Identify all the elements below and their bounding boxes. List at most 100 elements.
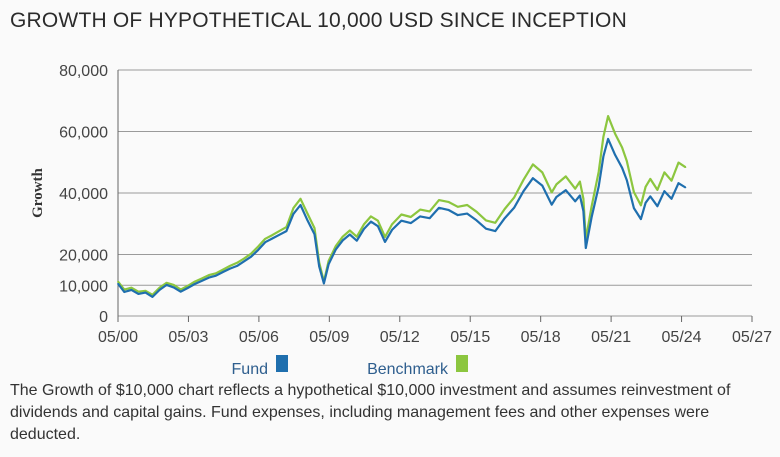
y-tick-label: 40,000	[59, 186, 108, 203]
data-point-fund	[356, 239, 358, 242]
data-point-fund	[264, 241, 267, 243]
data-point-fund	[370, 220, 372, 223]
data-point-fund	[278, 234, 281, 236]
data-point-fund	[208, 276, 210, 279]
data-point-benchmark	[677, 161, 680, 164]
data-point-benchmark	[194, 280, 196, 283]
data-point-fund	[590, 216, 593, 219]
data-point-benchmark	[626, 160, 628, 162]
data-point-fund	[457, 214, 459, 216]
data-point-benchmark	[271, 234, 274, 236]
data-point-benchmark	[602, 135, 605, 138]
data-point-benchmark	[438, 199, 440, 201]
data-point-benchmark	[670, 179, 673, 182]
data-point-benchmark	[363, 223, 365, 226]
data-point-fund	[428, 217, 431, 219]
data-point-fund	[447, 209, 450, 211]
data-point-fund	[466, 212, 469, 215]
data-point-fund	[677, 182, 680, 184]
data-point-benchmark	[475, 211, 478, 213]
data-point-fund	[318, 265, 321, 268]
footnote: The Growth of $10,000 chart reflects a h…	[10, 382, 731, 443]
data-point-fund	[285, 230, 288, 232]
data-point-fund	[626, 179, 628, 181]
data-point-benchmark	[257, 245, 260, 248]
data-point-fund	[663, 190, 666, 192]
y-tick-label: 10,000	[59, 278, 108, 295]
data-point-benchmark	[656, 189, 659, 191]
data-point-fund	[236, 265, 238, 267]
data-point-benchmark	[292, 207, 295, 209]
data-point-benchmark	[513, 196, 515, 199]
y-axis-ticks: 0 10,000 20,000 40,000 60,000 80,000	[59, 63, 108, 326]
data-point-benchmark	[447, 201, 450, 203]
data-point-benchmark	[684, 166, 687, 168]
data-point-fund	[656, 205, 659, 207]
data-point-benchmark	[485, 219, 487, 222]
data-point-fund	[363, 228, 365, 230]
data-point-fund	[271, 237, 274, 240]
data-point-benchmark	[137, 290, 140, 293]
data-point-benchmark	[597, 171, 600, 173]
data-point-fund	[151, 296, 154, 298]
data-point-fund	[165, 284, 168, 286]
data-point-benchmark	[349, 229, 351, 232]
data-point-fund	[410, 222, 412, 224]
data-point-fund	[292, 213, 295, 215]
data-point-fund	[522, 190, 525, 192]
data-point-fund	[243, 260, 245, 263]
data-point-benchmark	[313, 227, 316, 229]
data-point-fund	[186, 287, 189, 289]
data-point-fund	[144, 291, 147, 294]
x-tick-label: 05/00	[98, 329, 138, 346]
data-point-fund	[621, 167, 623, 169]
data-point-fund	[565, 189, 567, 191]
data-point-fund	[323, 282, 325, 285]
data-point-fund	[582, 210, 585, 212]
data-point-benchmark	[341, 235, 344, 238]
data-point-fund	[179, 290, 182, 293]
data-point-benchmark	[208, 274, 210, 276]
x-tick-label: 05/12	[380, 329, 420, 346]
data-point-benchmark	[222, 268, 224, 271]
data-point-benchmark	[356, 235, 358, 238]
y-tick-label: 60,000	[59, 125, 108, 142]
data-point-benchmark	[541, 171, 544, 174]
data-point-benchmark	[215, 272, 217, 275]
data-point-fund	[229, 267, 231, 270]
x-tick-label: 05/09	[309, 329, 349, 346]
series-line-benchmark	[117, 114, 687, 296]
data-point-fund	[541, 184, 544, 187]
data-point-benchmark	[306, 212, 309, 215]
data-point-benchmark	[144, 290, 147, 292]
data-point-benchmark	[640, 204, 642, 207]
data-point-benchmark	[250, 252, 252, 255]
data-point-benchmark	[579, 180, 581, 183]
data-point-fund	[391, 229, 393, 231]
data-point-benchmark	[179, 288, 182, 291]
data-point-benchmark	[158, 286, 161, 289]
data-point-benchmark	[391, 223, 393, 226]
data-point-benchmark	[278, 230, 281, 232]
data-point-fund	[574, 200, 576, 203]
y-tick-label: 80,000	[59, 63, 108, 80]
data-point-fund	[513, 207, 515, 209]
data-point-fund	[475, 219, 478, 222]
data-point-fund	[614, 154, 616, 156]
data-point-fund	[585, 247, 587, 249]
data-point-benchmark	[565, 175, 567, 178]
data-point-fund	[117, 282, 119, 285]
data-point-fund	[377, 225, 379, 227]
data-point-benchmark	[264, 238, 267, 240]
data-point-fund	[257, 249, 260, 251]
data-point-fund	[130, 289, 133, 291]
data-point-benchmark	[377, 219, 379, 222]
data-point-benchmark	[419, 208, 422, 211]
data-point-benchmark	[201, 277, 203, 280]
data-point-benchmark	[299, 198, 302, 200]
data-point-benchmark	[532, 163, 534, 166]
data-point-fund	[607, 138, 609, 140]
data-point-fund	[555, 196, 558, 198]
data-point-benchmark	[172, 284, 175, 286]
